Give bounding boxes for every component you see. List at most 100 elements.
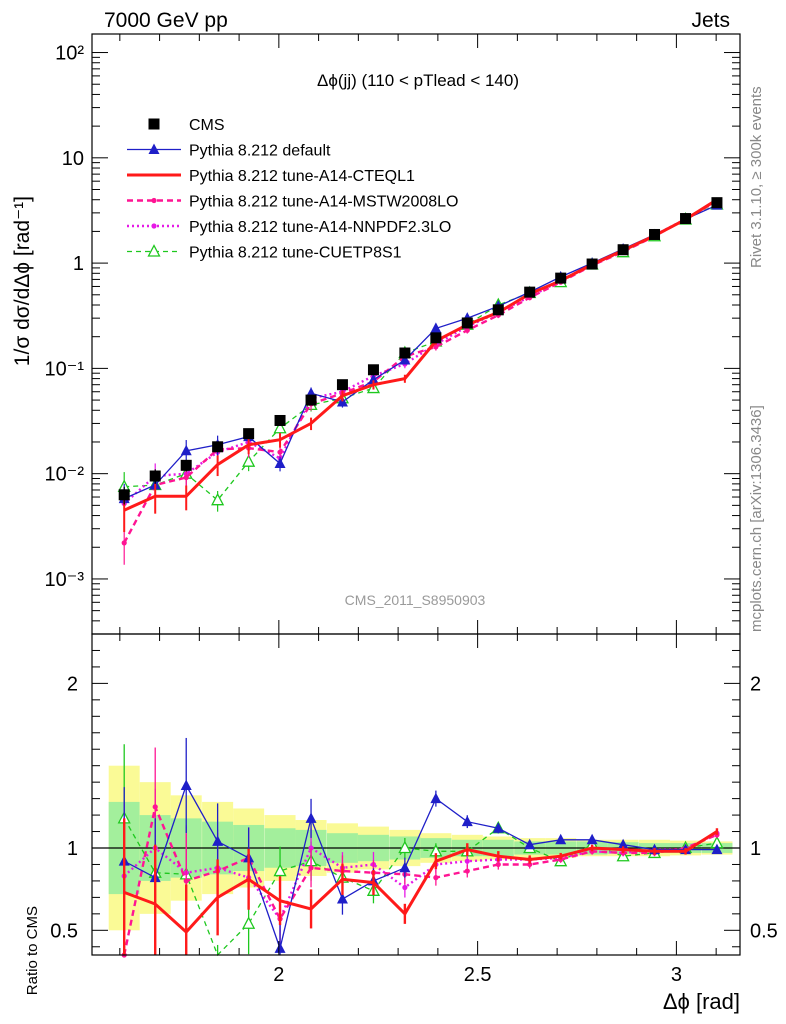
ratio-tick-label: 2 [67,673,78,695]
cuetp8s1-marker [242,916,256,929]
cms-marker [492,304,504,316]
cuetp8s1-ratio-line [123,818,718,957]
default-marker [148,143,160,154]
cteql1-ratio-line [123,830,718,935]
nnpdf-ratio-line [123,832,718,922]
legend-label-nnpdf: Pythia 8.212 tune-A14-NNPDF2.3LO [189,219,451,236]
mstw-ratio-line [123,802,718,956]
cms-marker [680,213,692,225]
legend-label-cuetp8s1: Pythia 8.212 tune-CUETP8S1 [189,245,402,262]
nnpdf-marker [151,223,157,229]
default-marker [711,843,723,855]
cms-marker [555,272,567,284]
legend-label-mstw: Pythia 8.212 tune-A14-MSTW2008LO [189,194,458,211]
default-marker [461,815,473,827]
mstw-marker [277,449,283,455]
default-marker [524,838,536,850]
mstw-marker [433,344,439,350]
mstw-marker [183,878,189,884]
cms-marker [367,364,379,376]
cms-marker [399,347,411,359]
mstw-marker [121,540,127,546]
cms-marker [305,394,317,406]
watermark: CMS_2011_S8950903 [345,592,486,608]
cuetp8s1-marker [273,420,287,434]
y-axis-label: 1/σ dσ/dΔϕ [rad⁻¹] [11,196,34,366]
default-marker [212,835,224,846]
cms-marker [243,428,255,440]
cuetp8s1-marker [398,840,412,854]
cms-marker [212,441,224,453]
default-marker [399,354,411,365]
x-axis-label: Δϕ [rad] [663,989,740,1014]
nnpdf-marker [464,858,470,864]
ratio-tick-label: 0.5 [50,920,78,942]
default-marker [555,833,567,845]
default-marker [492,822,504,833]
default-marker [430,322,442,333]
chart-title: Δϕ(jj) (110 < pTlead < 140) [317,71,519,90]
ratio-tick-label-right: 2 [750,673,761,695]
cms-marker [180,459,192,471]
x-tick-label: 2 [273,964,284,986]
ratio-tick-label-right: 1 [750,838,761,860]
nnpdf-marker [308,845,314,851]
cms-marker [430,332,442,344]
y-tick-label: 1 [73,253,84,275]
mstw-marker [151,197,157,204]
default-marker [274,942,286,953]
cms-marker [274,414,286,426]
ratio-tick-label: 1 [67,838,78,860]
cuetp8s1-marker [242,454,256,467]
cms-marker [649,228,661,240]
cms-marker [461,317,473,329]
y-tick-label: 10 [62,148,84,170]
x-tick-label: 2.5 [464,964,492,986]
cuetp8s1-marker [211,492,225,506]
nnpdf-marker [402,884,408,891]
mstw-marker [308,865,314,871]
rivet-label: Rivet 3.1.10, ≥ 300k events [748,86,765,268]
mstw-marker [464,327,470,333]
mcplots-label: mcplots.cern.ch [arXiv:1306.3436] [748,405,765,632]
mstw-marker [152,804,158,810]
mstw-marker [464,868,470,874]
default-marker [617,838,629,850]
legend-label-default: Pythia 8.212 default [189,143,331,160]
y-tick-label: 10⁻¹ [45,358,85,380]
y-tick-label: 10⁻² [45,464,85,486]
default-marker [399,861,411,873]
x-tick-label: 3 [671,964,682,986]
ratio-tick-label-right: 0.5 [750,920,778,942]
y-tick-label: 10² [55,43,84,65]
legend-label-cteql1: Pythia 8.212 tune-A14-CTEQL1 [189,168,415,185]
header-right: Jets [691,9,730,32]
default-marker [336,893,348,904]
default-marker [430,792,442,804]
legend-label-cms: CMS [189,117,225,134]
default-marker [180,444,192,456]
mstw-marker [527,861,533,868]
ratio-frame [91,633,741,956]
cms-marker [524,286,536,298]
mstw-marker [433,875,439,881]
y-tick-label: 10⁻³ [45,569,85,591]
cms-marker [149,470,161,482]
mstw-marker [495,861,501,868]
cuetp8s1-marker [273,863,287,877]
default-ratio-line [123,783,717,951]
default-marker [305,812,317,823]
default-marker [180,779,192,790]
default-marker [274,457,286,468]
cms-marker [586,258,598,270]
ratio-axis-label: Ratio to CMS [24,906,41,995]
mstw-marker [589,848,595,854]
cms-marker [148,118,160,130]
default-marker [586,833,598,845]
mstw-marker [183,474,189,481]
cms-marker [118,489,130,501]
cms-marker [617,244,629,256]
cuetp8s1-marker [147,244,161,257]
header-left: 7000 GeV pp [104,9,228,32]
